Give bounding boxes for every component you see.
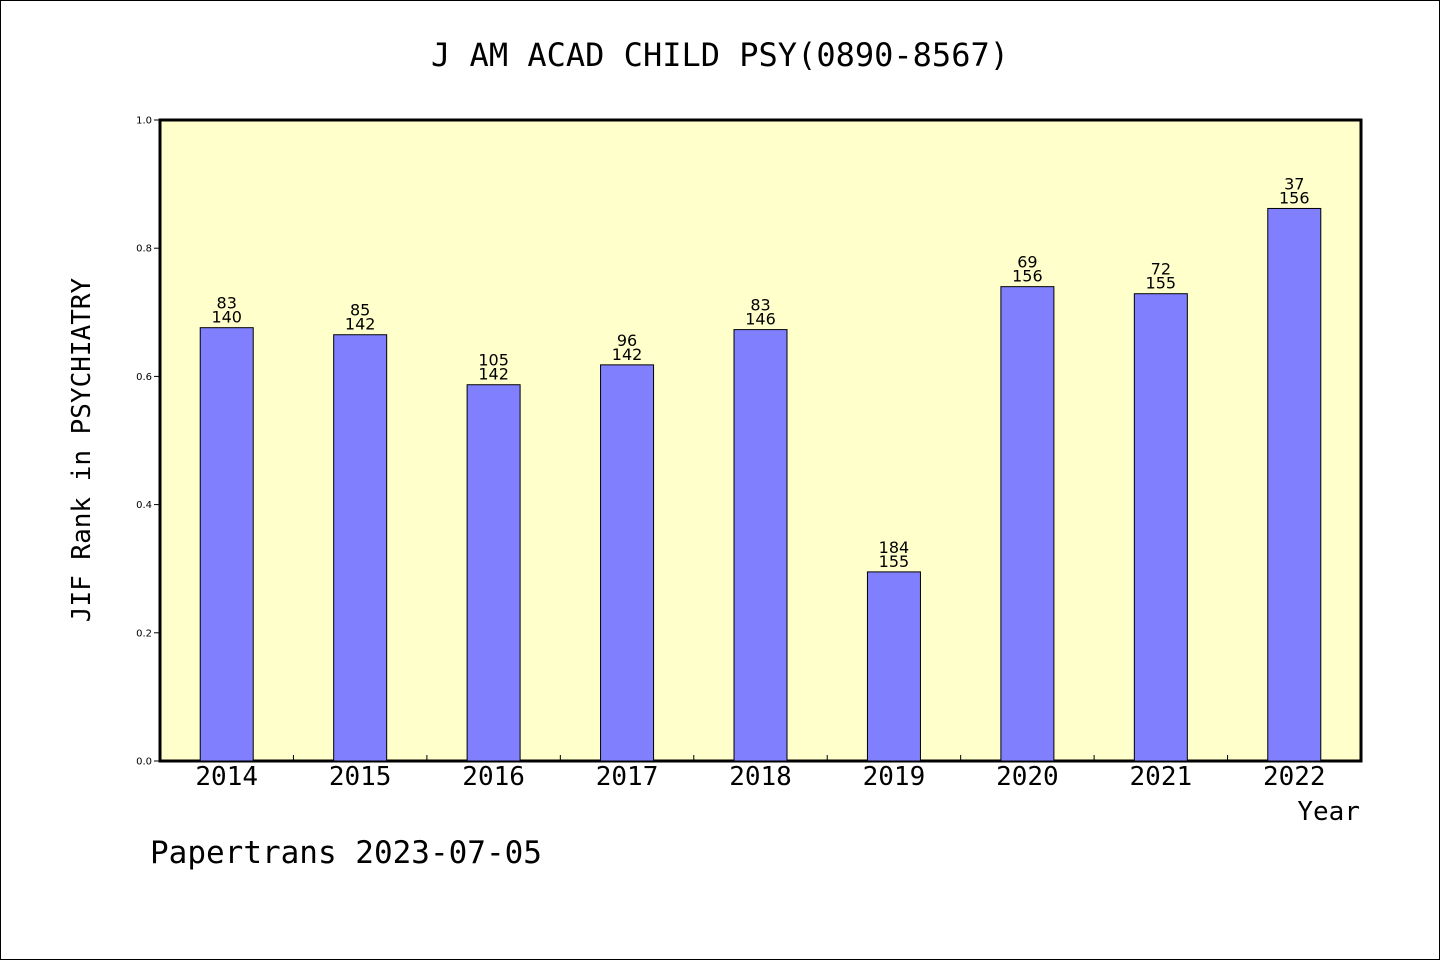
bar-2021: [1133, 293, 1188, 762]
bar-2018: [733, 329, 788, 762]
bar-label-top: 69: [1017, 253, 1037, 272]
x-tick-label: 2022: [1263, 762, 1326, 792]
bar-label-top: 85: [350, 301, 370, 320]
bar-label-bottom: 156: [1279, 188, 1310, 207]
bar-label-top: 105: [478, 351, 509, 370]
y-tick-label: 0.8: [136, 244, 152, 255]
x-tick-label: 2020: [996, 762, 1059, 792]
bar-label-top: 83: [217, 294, 237, 313]
x-tick-label: 2018: [729, 762, 792, 792]
bar-label-bottom: 156: [1012, 267, 1043, 286]
bar-label-bottom: 140: [211, 308, 242, 327]
x-axis: 2014 2015 2016 2017 2018 2019 2020 2021 2022: [195, 755, 1326, 792]
chart-title: J AM ACAD CHILD PSY(0890-8567): [431, 36, 1009, 74]
x-tick-label: 2016: [462, 762, 525, 792]
bar-2022: [1267, 207, 1322, 762]
bar-2017: [600, 364, 655, 762]
y-tick-label: 1.0: [136, 116, 152, 127]
x-tick-label: 2017: [596, 762, 659, 792]
bar-label-top: 96: [617, 331, 637, 350]
x-axis-title: Year: [1297, 797, 1360, 827]
bar-label-bottom: 142: [345, 315, 376, 334]
bar-label-top: 72: [1151, 260, 1171, 279]
y-tick-label: 0.4: [136, 500, 152, 511]
x-tick-label: 2014: [195, 762, 258, 792]
bar-label-bottom: 142: [612, 345, 643, 364]
x-tick-label: 2019: [863, 762, 926, 792]
bars: [199, 207, 1322, 762]
footer-text: Papertrans 2023-07-05: [150, 835, 542, 871]
bar-label-bottom: 146: [745, 310, 776, 329]
bar-2015: [333, 334, 388, 762]
bar-2014: [199, 327, 254, 762]
y-axis: 0.0 0.2 0.4 0.6 0.8 1.0: [136, 116, 160, 768]
bar-label-top: 184: [879, 538, 910, 557]
y-tick-label: 0.0: [136, 757, 152, 768]
y-tick-label: 0.6: [136, 372, 152, 383]
y-tick-label: 0.2: [136, 628, 152, 639]
x-tick-label: 2021: [1130, 762, 1193, 792]
bar-label-bottom: 142: [478, 365, 509, 384]
x-tick-label: 2015: [329, 762, 392, 792]
bar-label-bottom: 155: [879, 552, 910, 571]
bar-label-top: 37: [1284, 174, 1304, 193]
bar-2020: [1000, 286, 1055, 762]
y-axis-title: JIF Rank in PSYCHIATRY: [67, 277, 97, 622]
bar-2016: [466, 384, 521, 762]
bar-label-bottom: 155: [1146, 274, 1177, 293]
bar-label-top: 83: [750, 296, 770, 315]
bar-2019: [866, 571, 921, 762]
